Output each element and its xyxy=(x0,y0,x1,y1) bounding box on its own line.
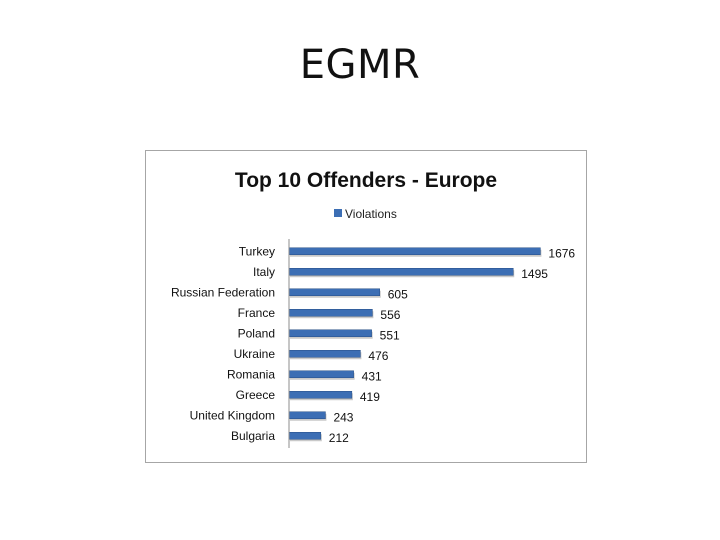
slide-title: EGMR xyxy=(299,42,421,88)
bar xyxy=(288,432,322,440)
bar xyxy=(288,350,361,358)
category-label: Turkey xyxy=(239,244,275,258)
bar xyxy=(288,309,373,317)
category-label: Russian Federation xyxy=(171,285,275,299)
chart-title: Top 10 Offenders - Europe xyxy=(235,169,497,192)
bar xyxy=(288,391,353,399)
legend: Violations xyxy=(334,207,397,221)
value-label: 431 xyxy=(362,369,382,383)
value-label: 419 xyxy=(360,390,380,404)
category-label: Ukraine xyxy=(234,347,276,361)
value-label: 551 xyxy=(380,328,400,342)
bar xyxy=(288,288,380,296)
value-label: 476 xyxy=(368,349,388,363)
bars-group: Turkey 1676 Italy 1495 Russian Federation 605… xyxy=(171,244,575,445)
legend-label-violations: Violations xyxy=(345,207,397,221)
category-label: Romania xyxy=(227,367,275,381)
bar xyxy=(288,329,372,337)
legend-swatch-violations xyxy=(334,209,342,217)
bar xyxy=(288,268,514,276)
value-label: 1495 xyxy=(521,267,548,281)
category-label: United Kingdom xyxy=(190,408,275,422)
value-label: 605 xyxy=(388,287,408,301)
bar xyxy=(288,247,541,255)
bar-chart: Top 10 Offenders - Europe Violations Tur… xyxy=(171,169,575,448)
bar xyxy=(288,370,354,378)
chart-frame: Top 10 Offenders - Europe Violations Tur… xyxy=(145,150,587,463)
value-label: 556 xyxy=(380,308,400,322)
category-label: Poland xyxy=(238,326,275,340)
category-label: Bulgaria xyxy=(231,429,275,443)
category-label: Italy xyxy=(253,265,275,279)
value-label: 1676 xyxy=(548,246,575,260)
category-label: Greece xyxy=(236,388,276,402)
category-label: France xyxy=(238,306,276,320)
value-label: 212 xyxy=(329,431,349,445)
bar xyxy=(288,411,326,419)
value-label: 243 xyxy=(333,410,353,424)
